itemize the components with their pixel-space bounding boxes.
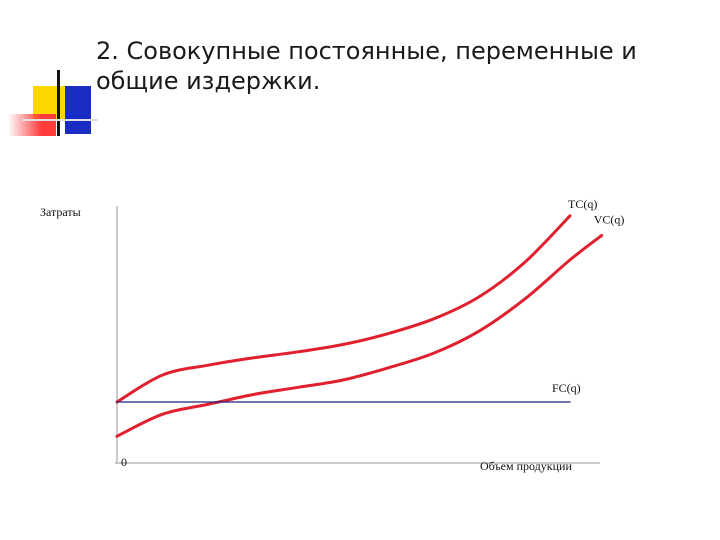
origin-label: 0	[121, 455, 127, 469]
series-line-vcq	[115, 233, 604, 438]
series-label-fcq: FC(q)	[552, 381, 581, 395]
series-layer: TC(q)VC(q) FC(q)	[115, 197, 625, 438]
decor-horizontal-line	[22, 119, 98, 121]
decor-blue-bar	[65, 86, 91, 134]
series-label-vcq: VC(q)	[594, 212, 625, 226]
x-axis-label: Объем продукции	[480, 459, 572, 473]
series-label-tcq: TC(q)	[568, 197, 597, 211]
slide-title-line-1: 2. Совокупные постоянные, переменные и	[96, 37, 637, 65]
decor-vertical-line	[57, 70, 60, 136]
slide-title: 2. Совокупные постоянные, переменные и о…	[96, 36, 696, 96]
slide-title-line-2: общие издержки.	[96, 67, 321, 95]
series-line-tcq	[115, 214, 572, 404]
y-axis-label: Затраты	[40, 205, 81, 219]
